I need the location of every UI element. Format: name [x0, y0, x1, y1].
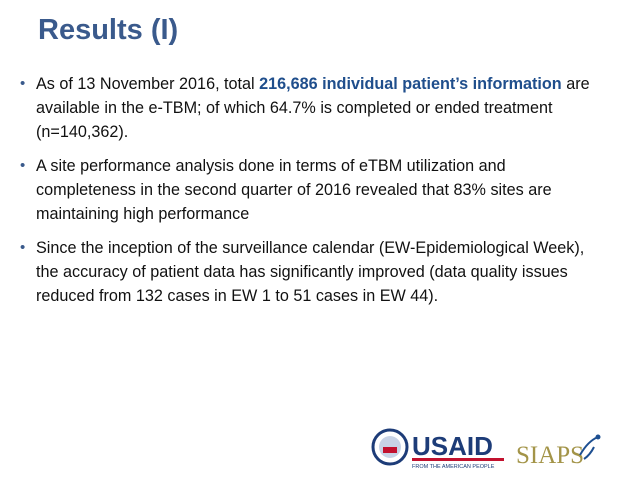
- logos: USAID FROM THE AMERICAN PEOPLE SIAPS: [371, 428, 601, 470]
- bullet: As of 13 November 2016, total 216,686 in…: [20, 72, 610, 144]
- bullet: A site performance analysis done in term…: [20, 154, 610, 226]
- bullet-list: As of 13 November 2016, total 216,686 in…: [20, 72, 610, 318]
- bullet-highlight: 216,686 individual patient’s information: [259, 75, 562, 93]
- bullet-text: As of 13 November 2016, total: [36, 75, 260, 93]
- bullet: Since the inception of the surveillance …: [20, 236, 610, 308]
- usaid-tagline: FROM THE AMERICAN PEOPLE: [412, 464, 495, 470]
- bullet-text: Since the inception of the surveillance …: [36, 239, 585, 305]
- siaps-wordmark: SIAPS: [516, 442, 584, 469]
- usaid-rule: [412, 458, 504, 461]
- bullet-text: A site performance analysis done in term…: [36, 157, 552, 223]
- bullet-text: are available in the e-TBM; of which 64.…: [36, 75, 590, 141]
- usaid-seal-stripe: [383, 447, 397, 453]
- usaid-wordmark: USAID: [412, 431, 493, 461]
- slide-title: Results (I): [38, 14, 179, 46]
- siaps-dot: [595, 434, 601, 440]
